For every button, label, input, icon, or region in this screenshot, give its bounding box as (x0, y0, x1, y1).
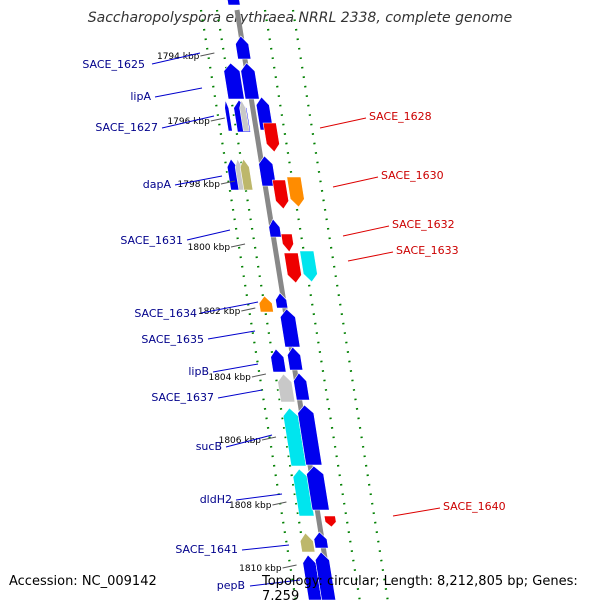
leader-line-left-10 (225, 434, 273, 448)
gene-arrow-left-6 (224, 99, 233, 132)
leader-line-left-8 (212, 363, 259, 373)
gene-arrow-left-3 (223, 62, 245, 100)
track-dots-4 (291, 9, 389, 600)
gene-arrow-left-13 (268, 218, 282, 238)
gene-arrow-right-1 (262, 122, 280, 153)
tick-mark-6 (251, 373, 267, 378)
gene-arrow-right-3 (286, 176, 305, 208)
gene-label-left-13: pepB (217, 579, 245, 592)
tick-mark-8 (272, 501, 287, 506)
leader-line-left-7 (207, 330, 256, 340)
gene-label-left-10: sucB (196, 440, 222, 453)
gene-arrow-right-5 (283, 252, 302, 284)
leader-line-left-5 (186, 229, 231, 241)
gene-arrow-left-24 (306, 465, 330, 511)
gene-arrow-left-26 (313, 531, 329, 549)
leader-line-left-1 (151, 52, 201, 65)
tick-mark-2 (210, 117, 225, 122)
gene-arrow-left-17 (270, 348, 287, 373)
gene-label-left-3: SACE_1627 (95, 121, 158, 134)
gene-arrow-left-19 (277, 373, 296, 403)
tick-mark-5 (241, 307, 256, 312)
track-dots-3 (263, 9, 361, 600)
gene-label-right-2: SACE_1630 (381, 169, 444, 182)
tick-label-4: 1800 kbp (188, 243, 231, 253)
gene-arrow-left-4 (240, 62, 260, 100)
leader-line-right-3 (342, 225, 390, 237)
gene-arrow-right-4 (280, 233, 294, 253)
gene-arrow-left-27 (302, 554, 323, 600)
tick-mark-7 (261, 436, 277, 441)
gene-arrow-left-12 (258, 155, 277, 187)
leader-line-right-5 (392, 507, 441, 517)
leader-line-right-1 (319, 117, 367, 129)
gene-arrow-right-6 (299, 250, 318, 283)
gene-label-right-1: SACE_1628 (369, 110, 432, 123)
topology-text: Topology: circular; Length: 8,212,805 bp… (262, 574, 578, 600)
gene-label-left-11: dldH2 (200, 493, 232, 506)
gene-label-left-1: SACE_1625 (82, 58, 145, 71)
leader-line-left-13 (249, 579, 301, 587)
map-title: Saccharopolyspora erythraea NRRL 2338, c… (87, 10, 513, 26)
gene-label-left-8: lipB (188, 365, 209, 378)
gene-arrow-right-2 (271, 179, 290, 210)
tick-label-3: 1798 kbp (178, 180, 221, 190)
tick-label-5: 1802 kbp (198, 307, 241, 317)
tick-label-8: 1808 kbp (229, 501, 272, 511)
leader-line-left-12 (241, 544, 290, 551)
gene-arrow-left-18 (287, 346, 304, 371)
tick-label-1: 1794 kbp (157, 52, 200, 62)
leader-line-left-3 (161, 115, 215, 129)
tick-mark-3 (220, 180, 236, 185)
leader-line-left-11 (235, 493, 283, 501)
leader-line-right-2 (332, 176, 379, 188)
gene-label-right-4: SACE_1633 (396, 244, 459, 257)
gene-arrow-right-7 (323, 515, 337, 528)
tick-mark-9 (282, 564, 297, 569)
gene-label-left-12: SACE_1641 (175, 543, 238, 556)
gene-label-left-6: SACE_1634 (134, 307, 197, 320)
leader-line-left-4 (174, 175, 223, 186)
tick-label-7: 1806 kbp (219, 436, 262, 446)
gene-label-left-9: SACE_1637 (151, 391, 214, 404)
gene-arrow-left-15 (275, 292, 289, 309)
gene-arrow-left-1 (227, 0, 241, 6)
leader-line-right-4 (347, 251, 394, 262)
gene-arrow-left-28 (314, 551, 337, 600)
gene-label-left-2: lipA (130, 90, 151, 103)
gene-label-left-5: SACE_1631 (120, 234, 183, 247)
gene-arrow-left-22 (297, 404, 323, 466)
tick-mark-1 (200, 52, 215, 57)
gene-arrow-left-25 (299, 532, 316, 553)
accession-text: Accession: NC_009142 (9, 574, 157, 589)
gene-arrow-left-2 (235, 35, 252, 60)
gene-arrow-left-20 (293, 372, 310, 401)
gene-arrow-left-14 (258, 295, 274, 313)
tick-label-6: 1804 kbp (208, 373, 251, 383)
tick-label-9: 1810 kbp (239, 564, 282, 574)
leader-line-left-9 (217, 389, 263, 399)
gene-label-left-7: SACE_1635 (141, 333, 204, 346)
gene-arrow-left-7 (239, 99, 250, 132)
leader-line-left-2 (154, 87, 203, 98)
gene-label-left-4: dapA (143, 178, 172, 191)
gene-label-right-5: SACE_1640 (443, 500, 506, 513)
gene-arrow-left-16 (279, 308, 301, 348)
gene-arrow-left-21 (282, 407, 307, 467)
track-dots-1 (199, 9, 297, 600)
tick-mark-4 (230, 243, 246, 248)
gene-arrow-left-11 (239, 158, 254, 191)
gene-label-right-3: SACE_1632 (392, 218, 455, 231)
leader-line-left-6 (200, 301, 259, 314)
